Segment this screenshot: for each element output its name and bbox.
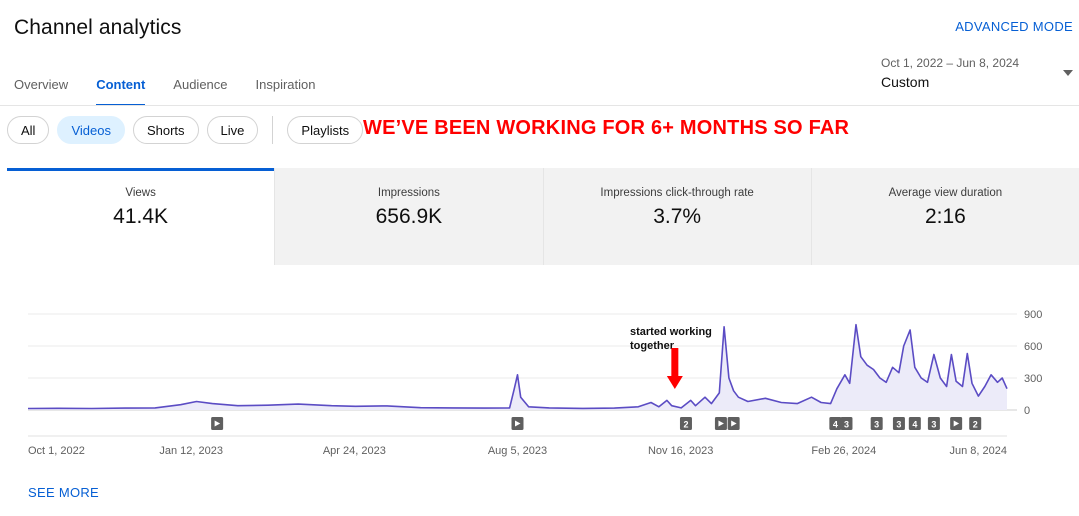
play-icon <box>214 420 221 427</box>
video-marker <box>908 417 921 430</box>
tab-overview[interactable]: Overview <box>14 77 69 92</box>
y-tick-label: 600 <box>1024 341 1042 353</box>
content-type-filter: All Videos Shorts Live Playlists <box>7 116 371 144</box>
x-tick-label: Aug 5, 2023 <box>488 445 547 457</box>
metric-card-impressions[interactable]: Impressions 656.9K <box>274 168 543 265</box>
video-marker <box>829 417 842 430</box>
chip-shorts[interactable]: Shorts <box>132 116 199 144</box>
play-icon <box>731 420 737 427</box>
play-icon <box>718 420 724 427</box>
x-tick-label: Feb 26, 2024 <box>811 445 876 457</box>
video-marker-count: 4 <box>912 420 917 430</box>
metric-value: 3.7% <box>653 205 702 228</box>
metric-label: Views <box>125 187 156 199</box>
x-tick-label: Jun 8, 2024 <box>950 445 1008 457</box>
metric-label: Impressions click-through rate <box>600 187 754 199</box>
video-marker-count: 2 <box>973 420 978 430</box>
annotation-arrow-head <box>666 376 683 389</box>
video-marker-count: 3 <box>844 420 849 430</box>
video-marker <box>892 417 905 430</box>
video-marker-count: 3 <box>874 420 879 430</box>
video-marker <box>870 417 883 430</box>
video-marker-count: 3 <box>931 420 936 430</box>
caret-down-icon <box>1063 70 1073 76</box>
chip-divider <box>272 116 274 144</box>
metric-value: 41.4K <box>113 205 169 228</box>
x-tick-label: Oct 1, 2022 <box>28 445 85 457</box>
video-marker <box>679 417 692 430</box>
metric-value: 2:16 <box>924 205 966 228</box>
metric-value: 656.9K <box>375 205 443 228</box>
advanced-mode-link[interactable]: ADVANCED MODE <box>955 19 1073 34</box>
chip-live[interactable]: Live <box>206 116 259 144</box>
metric-card-ctr[interactable]: Impressions click-through rate 3.7% <box>542 168 811 265</box>
video-marker-count: 4 <box>833 420 838 430</box>
y-tick-label: 900 <box>1024 309 1042 321</box>
chip-playlists[interactable]: Playlists <box>287 116 364 144</box>
see-more-link[interactable]: SEE MORE <box>28 485 100 500</box>
y-tick-label: 300 <box>1024 373 1042 385</box>
video-marker-count: 3 <box>896 420 901 430</box>
y-tick-label: 0 <box>1024 405 1030 417</box>
play-icon <box>953 420 960 427</box>
x-tick-label: Apr 24, 2023 <box>323 445 386 457</box>
page-title: Channel analytics <box>14 16 182 39</box>
video-marker <box>840 417 853 430</box>
tab-content[interactable]: Content <box>82 70 159 106</box>
date-range-text: Oct 1, 2022 – Jun 8, 2024 <box>881 56 1020 70</box>
chip-all[interactable]: All <box>7 116 50 144</box>
x-tick-label: Jan 12, 2023 <box>159 445 223 457</box>
video-marker-count: 2 <box>683 420 688 430</box>
video-marker <box>969 417 982 430</box>
content-tabs: Overview Content Audience Inspiration <box>0 70 330 106</box>
metric-cards: Views 41.4K Impressions 656.9K Impressio… <box>7 168 1079 265</box>
play-icon <box>515 420 521 427</box>
tab-audience[interactable]: Audience <box>173 77 228 92</box>
views-area <box>28 324 1007 410</box>
annotation-text: together <box>630 340 675 352</box>
annotation-banner: WE’VE BEEN WORKING FOR 6+ MONTHS SO FAR <box>363 117 850 139</box>
metric-card-avg-view-duration[interactable]: Average view duration 2:16 <box>810 168 1079 265</box>
annotation-text: started working <box>630 326 712 338</box>
annotation-arrow-shaft <box>671 348 679 378</box>
date-range-preset: Custom <box>881 74 930 90</box>
views-line <box>27 323 1008 410</box>
x-tick-label: Nov 16, 2023 <box>648 445 713 457</box>
video-marker <box>927 417 940 430</box>
metric-label: Average view duration <box>888 187 1003 199</box>
tabs-divider <box>0 105 1079 106</box>
date-range-picker[interactable]: Oct 1, 2022 – Jun 8, 2024 Custom <box>881 56 1079 96</box>
tab-inspiration[interactable]: Inspiration <box>255 77 316 92</box>
metric-label: Impressions <box>377 187 440 199</box>
metric-card-views[interactable]: Views 41.4K <box>7 168 275 265</box>
chip-videos[interactable]: Videos <box>57 116 125 144</box>
